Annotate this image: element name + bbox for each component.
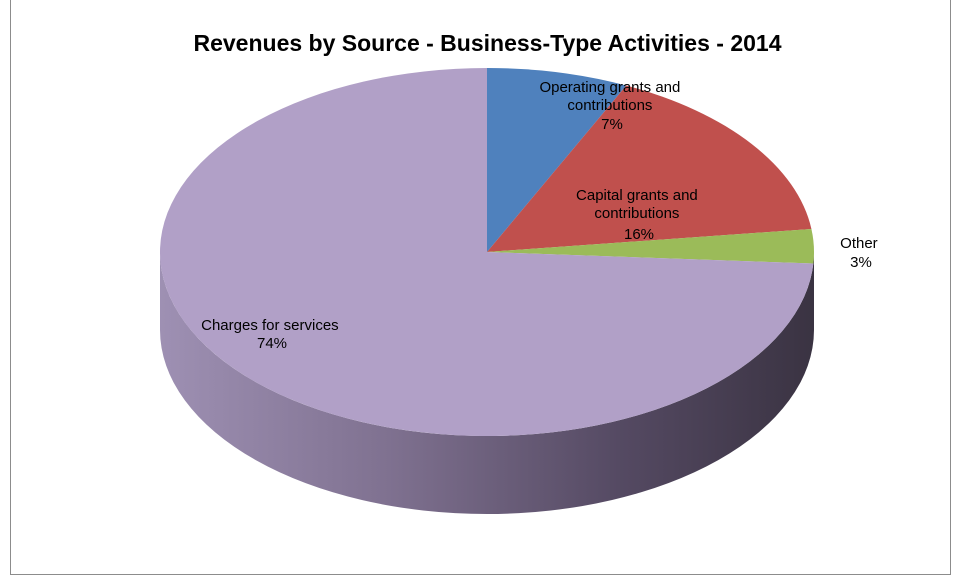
- slice-operating: [487, 68, 627, 252]
- slice-label-other: Other 3%: [840, 235, 882, 271]
- slice-label-capital: Capital grants and contributions 16%: [576, 187, 702, 243]
- slice-charges: [160, 68, 814, 436]
- slice-capital: [487, 85, 812, 252]
- slice-label-operating: Operating grants and contributions 7%: [539, 79, 684, 133]
- pie-top: [160, 68, 814, 436]
- pie-side: [160, 252, 814, 514]
- pie-side-wall: [160, 252, 814, 514]
- chart-title: Revenues by Source - Business-Type Activ…: [193, 30, 782, 56]
- slice-other: [487, 228, 814, 264]
- slice-label-charges: Charges for services 74%: [201, 317, 343, 352]
